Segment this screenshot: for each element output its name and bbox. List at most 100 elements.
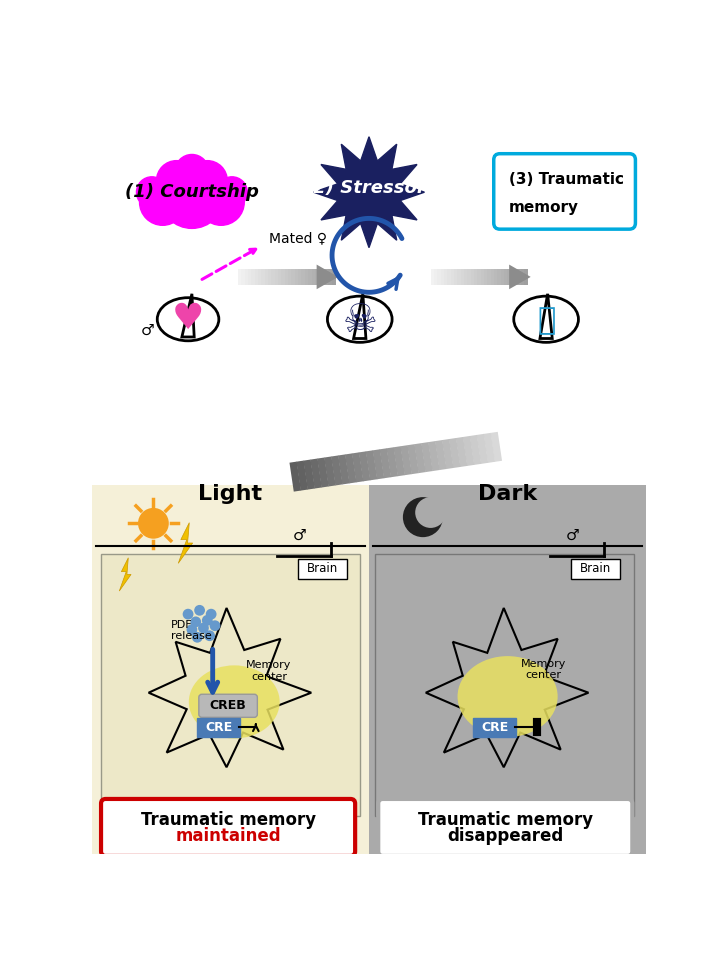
Polygon shape (317, 265, 338, 289)
Bar (484, 269, 488, 284)
Circle shape (192, 632, 203, 642)
FancyBboxPatch shape (473, 718, 516, 736)
Bar (101, 554, 360, 816)
Bar (435, 440, 446, 470)
Circle shape (137, 177, 167, 207)
Text: ♂: ♂ (293, 527, 307, 542)
Polygon shape (314, 136, 425, 248)
Circle shape (204, 631, 215, 641)
Bar (271, 269, 276, 284)
Bar (437, 269, 441, 284)
Bar (324, 456, 336, 487)
Bar (312, 269, 315, 284)
Bar (248, 269, 252, 284)
Bar (373, 449, 384, 479)
Bar (431, 269, 435, 284)
Circle shape (217, 177, 248, 207)
FancyBboxPatch shape (571, 559, 620, 579)
Bar (469, 435, 481, 465)
Bar (331, 455, 343, 486)
Text: memory: memory (509, 200, 579, 215)
Text: release: release (171, 631, 212, 640)
Bar (258, 269, 262, 284)
Bar (444, 269, 448, 284)
Bar (494, 269, 498, 284)
Bar (524, 269, 528, 284)
Circle shape (194, 605, 205, 615)
Bar (303, 460, 315, 490)
Text: ♥: ♥ (172, 302, 204, 336)
Bar (92, 485, 369, 854)
Bar (245, 269, 249, 284)
Bar (514, 269, 518, 284)
Bar (408, 444, 419, 474)
Bar (238, 269, 242, 284)
Circle shape (160, 164, 224, 228)
Bar (490, 432, 502, 462)
Bar (487, 269, 492, 284)
Text: Dark: Dark (478, 484, 537, 504)
Bar (318, 269, 323, 284)
Circle shape (138, 508, 168, 539)
FancyBboxPatch shape (298, 559, 348, 579)
Ellipse shape (157, 298, 219, 341)
Bar (490, 269, 495, 284)
Text: ♂: ♂ (566, 527, 580, 542)
Ellipse shape (189, 665, 279, 738)
Bar (461, 269, 464, 284)
Bar (454, 269, 458, 284)
Bar (442, 439, 454, 469)
Text: (3) Traumatic: (3) Traumatic (509, 172, 624, 186)
Circle shape (198, 623, 209, 634)
FancyBboxPatch shape (101, 799, 355, 856)
Circle shape (198, 180, 244, 226)
Bar (449, 438, 461, 468)
Text: Memory
center: Memory center (246, 660, 292, 682)
Bar (305, 269, 309, 284)
Circle shape (206, 609, 217, 619)
Polygon shape (179, 522, 193, 564)
Bar (352, 452, 364, 482)
Bar (421, 443, 433, 472)
Bar (282, 269, 286, 284)
Bar (308, 269, 312, 284)
Text: ♂: ♂ (140, 324, 154, 338)
Bar (294, 269, 299, 284)
Bar (457, 269, 462, 284)
Polygon shape (148, 608, 311, 767)
Text: maintained: maintained (175, 827, 281, 845)
Bar (261, 269, 266, 284)
Bar (241, 269, 246, 284)
Text: Traumatic memory: Traumatic memory (418, 811, 593, 828)
Bar (298, 269, 302, 284)
Bar (510, 269, 515, 284)
Bar (393, 446, 405, 476)
Bar (471, 269, 474, 284)
Text: Light: Light (198, 484, 263, 504)
Ellipse shape (328, 296, 392, 343)
Circle shape (190, 616, 201, 627)
Bar (447, 269, 451, 284)
Circle shape (156, 160, 197, 201)
Bar (278, 269, 282, 284)
Bar (498, 269, 501, 284)
Bar (288, 269, 292, 284)
Bar (508, 269, 511, 284)
Bar (414, 444, 426, 473)
FancyBboxPatch shape (199, 694, 257, 717)
FancyBboxPatch shape (197, 718, 240, 736)
Polygon shape (426, 608, 588, 767)
Text: (1) Courtship: (1) Courtship (125, 183, 258, 202)
Text: disappeared: disappeared (447, 827, 564, 845)
Bar (500, 269, 505, 284)
Text: Traumatic memory: Traumatic memory (140, 811, 315, 828)
Bar (265, 269, 269, 284)
Bar (285, 269, 289, 284)
Circle shape (210, 620, 220, 631)
Polygon shape (354, 294, 366, 339)
Bar (369, 485, 647, 854)
Bar (366, 450, 377, 480)
Text: CRE: CRE (205, 721, 233, 733)
Bar (387, 447, 398, 477)
Polygon shape (288, 451, 296, 503)
